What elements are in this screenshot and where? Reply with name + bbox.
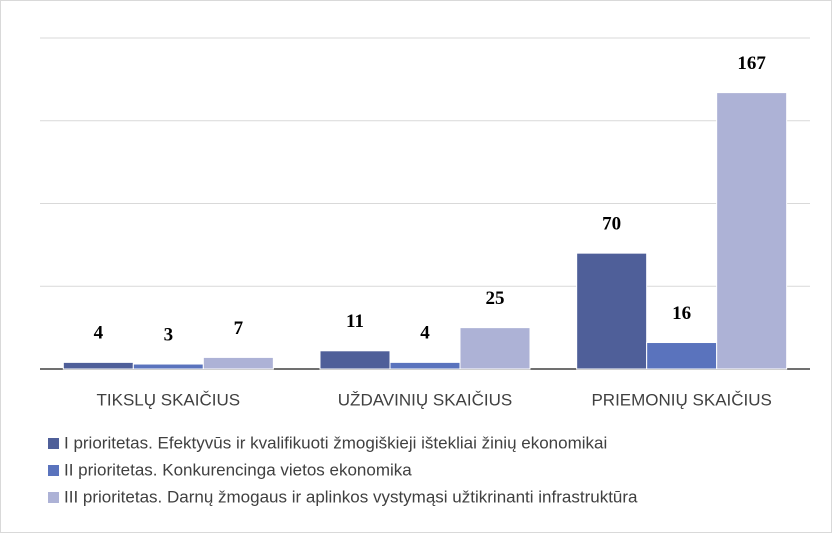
data-label: 16 <box>672 303 691 324</box>
data-label: 25 <box>486 288 505 309</box>
bar <box>459 327 531 370</box>
legend-label: III prioritetas. Darnų žmogaus ir aplink… <box>64 487 638 506</box>
bar <box>716 92 788 370</box>
bar <box>202 356 274 370</box>
legend-label: II prioritetas. Konkurencinga vietos eko… <box>64 460 412 479</box>
bar <box>646 342 718 370</box>
x-tick-label: TIKSLŲ SKAIČIUS <box>97 390 241 409</box>
bar <box>62 361 134 370</box>
data-label: 4 <box>420 323 430 344</box>
bar <box>319 350 391 370</box>
x-tick-label: UŽDAVINIŲ SKAIČIUS <box>338 390 512 409</box>
bar <box>389 361 461 370</box>
data-label: 7 <box>234 318 244 339</box>
data-label: 167 <box>737 53 766 74</box>
data-label: 11 <box>346 311 364 332</box>
legend-swatch <box>48 492 59 503</box>
data-label: 3 <box>164 324 174 345</box>
data-label: 70 <box>602 214 621 235</box>
bar <box>576 252 648 370</box>
legend-swatch <box>48 438 59 449</box>
legend-label: I prioritetas. Efektyvūs ir kvalifikuoti… <box>64 433 607 452</box>
bar <box>132 363 204 370</box>
legend-swatch <box>48 465 59 476</box>
x-tick-label: PRIEMONIŲ SKAIČIUS <box>591 390 771 409</box>
data-label: 4 <box>94 323 104 344</box>
